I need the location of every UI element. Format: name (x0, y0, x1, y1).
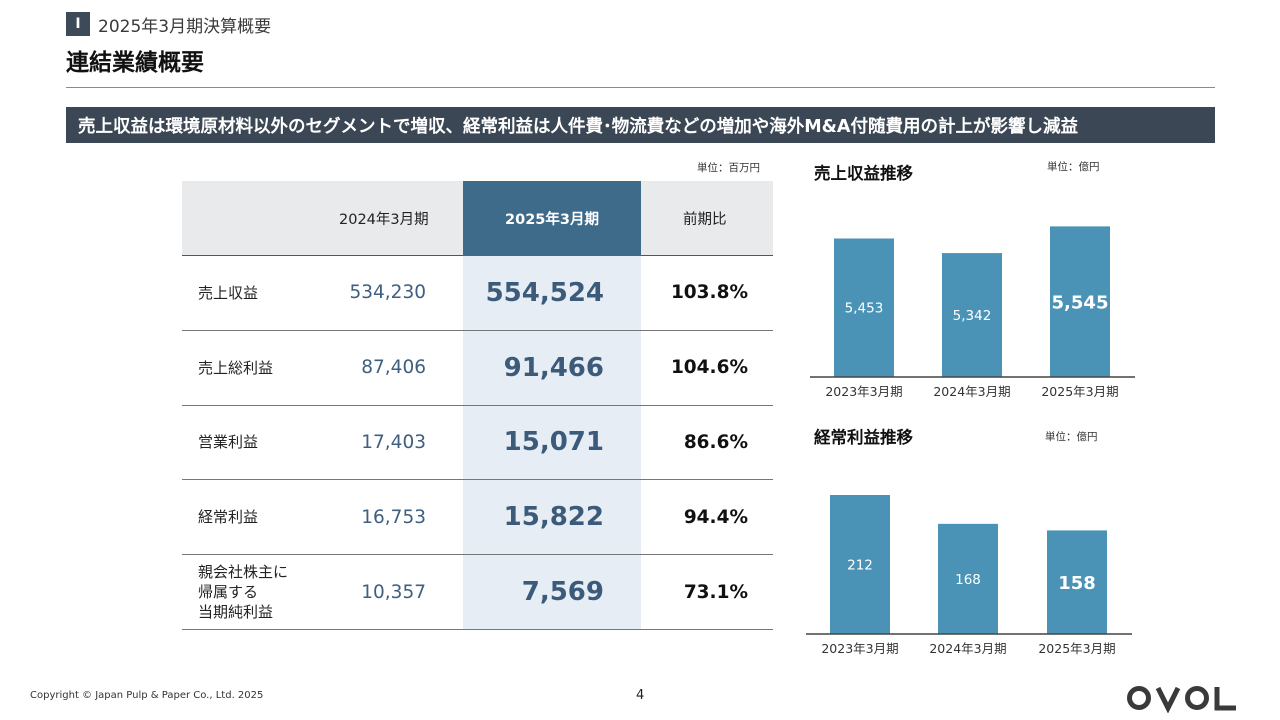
sales-chart-unit: 単位：億円 (1047, 161, 1100, 173)
table-body: 売上収益 534,230 554,524 103.8% 売上総利益 87,406 91,46… (182, 256, 773, 630)
bar-value-label: 5,453 (845, 301, 884, 317)
highlight-cell-bg (463, 256, 641, 330)
category-label: 2024年3月期 (933, 384, 1010, 399)
highlight-cell-bg (463, 555, 641, 629)
bar-2025年3月期 (1050, 226, 1110, 377)
bar-value-label: 5,342 (953, 308, 992, 324)
value-prev-year: 534,230 (349, 282, 426, 304)
results-table: 2024年3月期 2025年3月期 前期比 売上収益 534,230 554,524… (182, 181, 773, 630)
value-ratio: 73.1% (683, 581, 748, 603)
table-unit-label: 単位：百万円 (697, 162, 760, 174)
value-curr-year: 15,071 (503, 427, 604, 458)
copyright: Copyright © Japan Pulp & Paper Co., Ltd.… (30, 690, 264, 701)
bar-value-label: 212 (847, 558, 873, 574)
table-header: 2024年3月期 2025年3月期 前期比 (182, 181, 773, 256)
headline-banner: 売上収益は環境原材料以外のセグメントで増収、経常利益は人件費･物流費などの増加や… (66, 107, 1215, 143)
value-curr-year: 554,524 (485, 277, 604, 308)
value-curr-year: 15,822 (503, 502, 604, 533)
value-ratio: 94.4% (683, 506, 748, 528)
row-label: 親会社株主に 帰属する 当期純利益 (198, 563, 289, 622)
value-curr-year: 91,466 (503, 352, 604, 383)
bar-2024年3月期 (938, 523, 998, 634)
value-ratio: 104.6% (670, 357, 748, 379)
section-badge: I (66, 12, 90, 36)
category-label: 2023年3月期 (821, 641, 898, 656)
value-ratio: 103.8% (670, 282, 748, 304)
sales-chart-title: 売上収益推移 (814, 164, 913, 183)
bar-2024年3月期 (942, 253, 1002, 377)
value-prev-year: 17,403 (361, 431, 426, 453)
ordinary-profit-chart-title: 経常利益推移 (814, 428, 913, 447)
header-curr-year: 2025年3月期 (463, 181, 641, 256)
ordinary-profit-chart-unit: 単位：億円 (1045, 431, 1098, 443)
bar-2023年3月期 (830, 495, 890, 634)
bar-2023年3月期 (834, 238, 894, 377)
title-divider (66, 87, 1215, 88)
category-label: 2025年3月期 (1041, 384, 1118, 399)
bar-value-label: 168 (955, 572, 981, 588)
value-prev-year: 10,357 (361, 581, 426, 603)
value-prev-year: 16,753 (361, 506, 426, 528)
bar-value-label: 158 (1058, 573, 1096, 594)
row-label: 営業利益 (198, 433, 259, 452)
category-label: 2025年3月期 (1038, 641, 1115, 656)
row-label: 経常利益 (198, 508, 259, 527)
section-header: I 2025年3月期決算概要 (66, 12, 272, 37)
value-prev-year: 87,406 (361, 357, 426, 379)
bar-value-label: 5,545 (1052, 293, 1109, 314)
header-ratio: 前期比 (683, 212, 727, 228)
value-ratio: 86.6% (683, 431, 748, 453)
highlight-cell-bg (463, 480, 641, 555)
header-prev-year: 2024年3月期 (339, 212, 429, 228)
category-label: 2023年3月期 (825, 384, 902, 399)
ordinary-profit-bar-chart: 212 2023年3月期 168 2024年3月期 158 2025年3月期 (806, 495, 1132, 656)
value-curr-year: 7,569 (521, 577, 604, 608)
bar-2025年3月期 (1047, 530, 1107, 634)
highlight-cell-bg (463, 330, 641, 405)
ovol-logo (1127, 686, 1236, 713)
row-label: 売上収益 (198, 283, 259, 302)
sales-bar-chart: 5,453 2023年3月期 5,342 2024年3月期 5,545 2025年3月期 (810, 226, 1135, 399)
page-number: 4 (636, 688, 645, 703)
table-row: 売上総利益 87,406 91,466 104.6% (182, 330, 773, 406)
table-row: 経常利益 16,753 15,822 94.4% (182, 480, 773, 556)
section-title: 2025年3月期決算概要 (98, 16, 272, 37)
table-row: 営業利益 17,403 15,071 86.6% (182, 405, 773, 481)
table-row: 親会社株主に 帰属する 当期純利益 10,357 7,569 73.1% (182, 555, 773, 630)
page-title: 連結業績概要 (66, 50, 204, 76)
row-label: 売上総利益 (198, 358, 274, 377)
category-label: 2024年3月期 (929, 641, 1006, 656)
table-row: 売上収益 534,230 554,524 103.8% (182, 256, 773, 331)
highlight-cell-bg (463, 405, 641, 480)
